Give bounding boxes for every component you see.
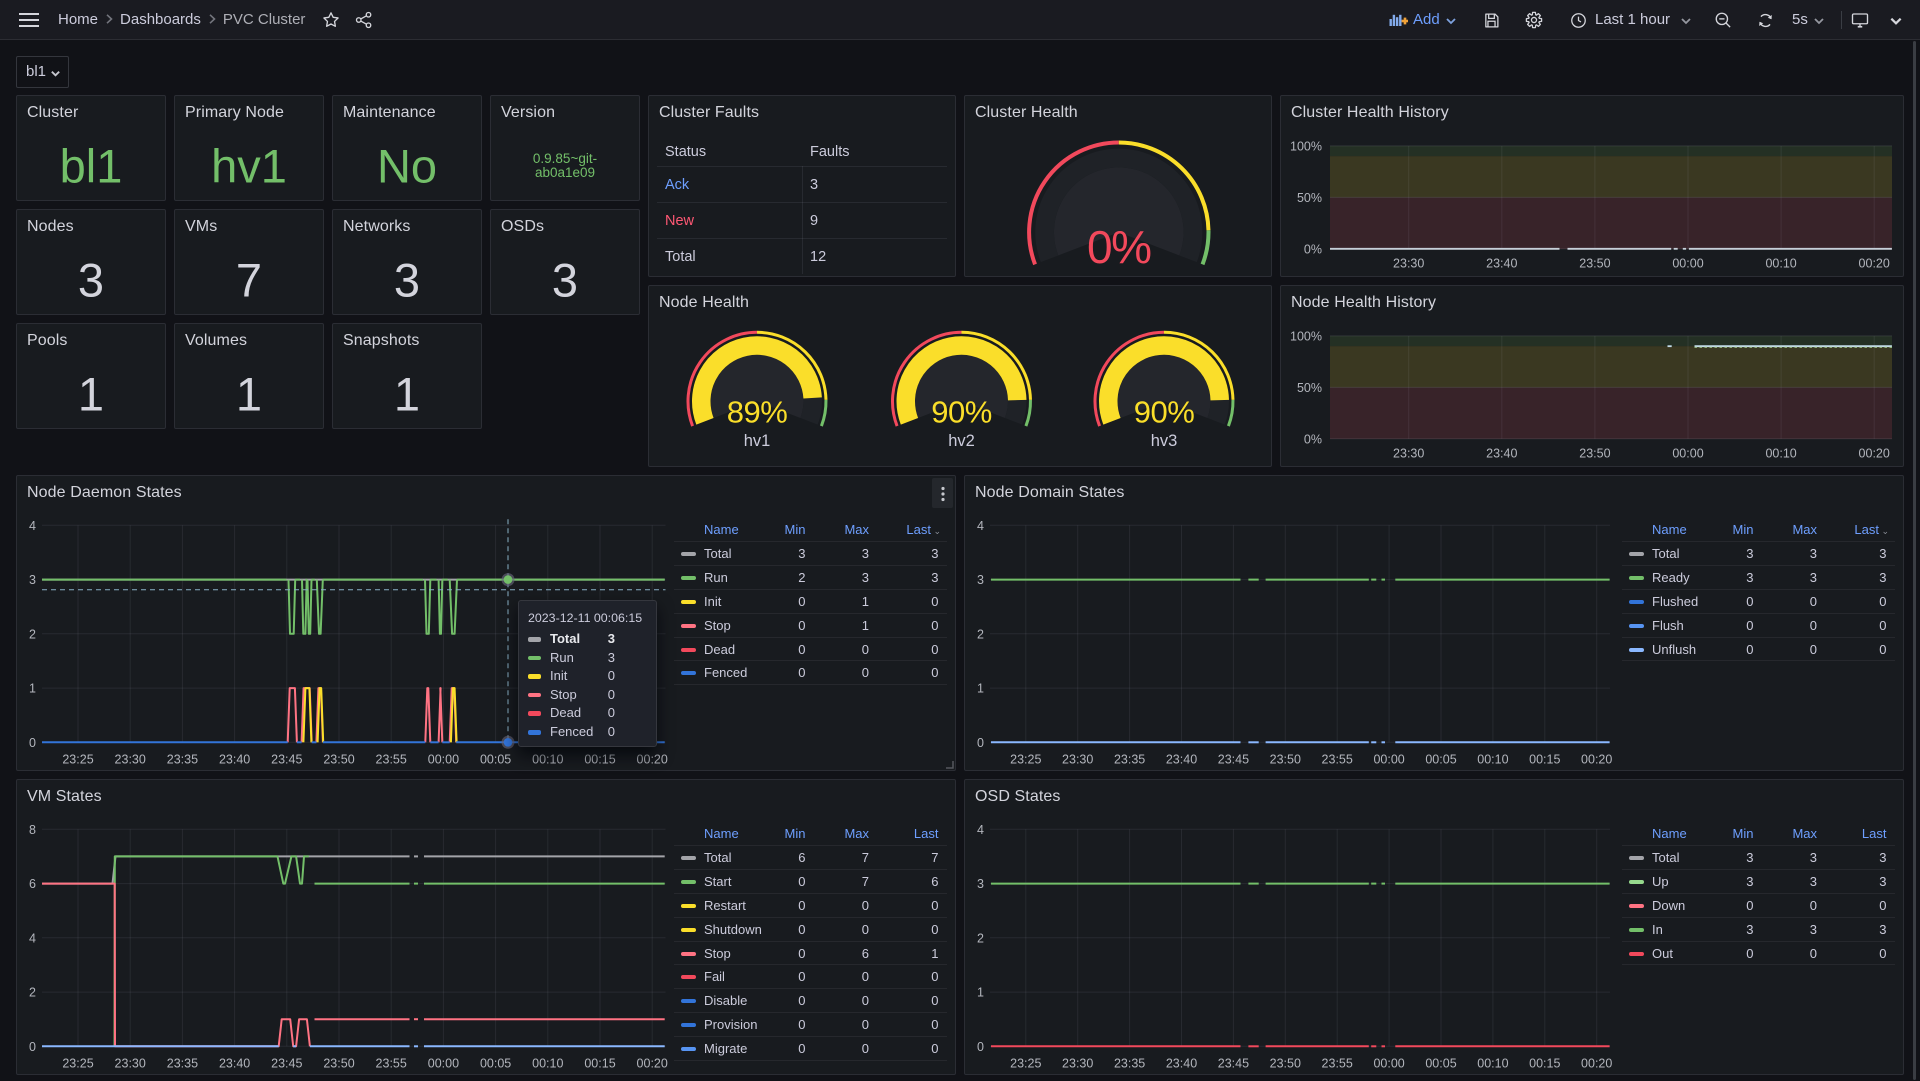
svg-text:23:45: 23:45 bbox=[271, 1057, 302, 1071]
svg-text:hv3: hv3 bbox=[1151, 432, 1178, 450]
svg-text:90%: 90% bbox=[1134, 394, 1195, 429]
svg-text:23:25: 23:25 bbox=[62, 753, 93, 767]
svg-text:00:00: 00:00 bbox=[1672, 257, 1703, 271]
svg-text:23:40: 23:40 bbox=[1486, 447, 1517, 461]
svg-text:00:05: 00:05 bbox=[480, 1057, 511, 1071]
svg-text:00:10: 00:10 bbox=[1477, 1057, 1508, 1071]
svg-text:23:50: 23:50 bbox=[1579, 257, 1610, 271]
svg-text:00:10: 00:10 bbox=[1477, 753, 1508, 767]
svg-text:2: 2 bbox=[29, 986, 36, 1000]
svg-text:23:30: 23:30 bbox=[115, 753, 146, 767]
svg-text:100%: 100% bbox=[1290, 139, 1322, 153]
svg-text:3: 3 bbox=[977, 877, 984, 891]
svg-text:23:30: 23:30 bbox=[115, 1057, 146, 1071]
svg-text:2: 2 bbox=[977, 931, 984, 945]
svg-text:50%: 50% bbox=[1297, 191, 1322, 205]
svg-text:0: 0 bbox=[29, 736, 36, 750]
svg-text:0%: 0% bbox=[1087, 221, 1151, 273]
svg-text:00:10: 00:10 bbox=[532, 753, 563, 767]
svg-text:23:40: 23:40 bbox=[219, 1057, 250, 1071]
svg-text:23:25: 23:25 bbox=[1010, 753, 1041, 767]
svg-text:50%: 50% bbox=[1297, 381, 1322, 395]
svg-text:0: 0 bbox=[977, 736, 984, 750]
svg-text:3: 3 bbox=[29, 573, 36, 587]
svg-text:23:45: 23:45 bbox=[271, 753, 302, 767]
svg-text:100%: 100% bbox=[1290, 329, 1322, 343]
svg-text:00:20: 00:20 bbox=[1581, 753, 1612, 767]
svg-text:0%: 0% bbox=[1304, 432, 1322, 446]
svg-text:00:00: 00:00 bbox=[1373, 753, 1404, 767]
svg-text:90%: 90% bbox=[931, 394, 992, 429]
svg-text:00:00: 00:00 bbox=[428, 1057, 459, 1071]
svg-text:00:20: 00:20 bbox=[1859, 257, 1890, 271]
svg-text:4: 4 bbox=[977, 823, 984, 837]
svg-text:00:20: 00:20 bbox=[1581, 1057, 1612, 1071]
svg-text:23:55: 23:55 bbox=[1322, 753, 1353, 767]
svg-text:23:25: 23:25 bbox=[1010, 1057, 1041, 1071]
svg-text:00:00: 00:00 bbox=[1373, 1057, 1404, 1071]
svg-text:00:15: 00:15 bbox=[584, 753, 615, 767]
svg-text:23:55: 23:55 bbox=[376, 1057, 407, 1071]
svg-text:23:40: 23:40 bbox=[1166, 753, 1197, 767]
svg-text:0%: 0% bbox=[1304, 242, 1322, 256]
svg-text:23:45: 23:45 bbox=[1218, 753, 1249, 767]
svg-text:4: 4 bbox=[977, 519, 984, 533]
svg-text:23:30: 23:30 bbox=[1062, 753, 1093, 767]
svg-text:23:50: 23:50 bbox=[1579, 447, 1610, 461]
svg-text:23:40: 23:40 bbox=[219, 753, 250, 767]
svg-text:23:25: 23:25 bbox=[62, 1057, 93, 1071]
svg-text:23:35: 23:35 bbox=[167, 753, 198, 767]
svg-text:23:30: 23:30 bbox=[1393, 447, 1424, 461]
svg-text:00:10: 00:10 bbox=[1765, 447, 1796, 461]
svg-text:00:20: 00:20 bbox=[637, 1057, 668, 1071]
svg-text:23:35: 23:35 bbox=[1114, 1057, 1145, 1071]
svg-text:23:55: 23:55 bbox=[376, 753, 407, 767]
svg-text:00:20: 00:20 bbox=[1859, 447, 1890, 461]
svg-text:4: 4 bbox=[29, 519, 36, 533]
svg-text:23:45: 23:45 bbox=[1218, 1057, 1249, 1071]
svg-text:23:30: 23:30 bbox=[1393, 257, 1424, 271]
svg-text:23:35: 23:35 bbox=[1114, 753, 1145, 767]
svg-text:23:30: 23:30 bbox=[1062, 1057, 1093, 1071]
svg-text:3: 3 bbox=[977, 573, 984, 587]
svg-text:1: 1 bbox=[977, 682, 984, 696]
svg-text:23:50: 23:50 bbox=[1270, 1057, 1301, 1071]
svg-text:hv1: hv1 bbox=[744, 432, 771, 450]
svg-text:00:10: 00:10 bbox=[1765, 257, 1796, 271]
svg-text:00:00: 00:00 bbox=[428, 753, 459, 767]
svg-text:00:05: 00:05 bbox=[1425, 753, 1456, 767]
svg-text:00:10: 00:10 bbox=[532, 1057, 563, 1071]
svg-text:4: 4 bbox=[29, 931, 36, 945]
svg-text:00:05: 00:05 bbox=[1425, 1057, 1456, 1071]
svg-text:2: 2 bbox=[977, 627, 984, 641]
svg-text:6: 6 bbox=[29, 877, 36, 891]
svg-text:23:35: 23:35 bbox=[167, 1057, 198, 1071]
svg-text:8: 8 bbox=[29, 823, 36, 837]
svg-text:00:15: 00:15 bbox=[584, 1057, 615, 1071]
svg-text:00:20: 00:20 bbox=[637, 753, 668, 767]
svg-text:00:05: 00:05 bbox=[480, 753, 511, 767]
svg-text:00:15: 00:15 bbox=[1529, 753, 1560, 767]
svg-text:0: 0 bbox=[977, 1040, 984, 1054]
svg-text:23:55: 23:55 bbox=[1322, 1057, 1353, 1071]
svg-text:1: 1 bbox=[977, 986, 984, 1000]
svg-text:hv2: hv2 bbox=[948, 432, 975, 450]
svg-text:23:50: 23:50 bbox=[323, 1057, 354, 1071]
svg-text:0: 0 bbox=[29, 1040, 36, 1054]
svg-text:23:40: 23:40 bbox=[1166, 1057, 1197, 1071]
svg-text:23:40: 23:40 bbox=[1486, 257, 1517, 271]
svg-text:2: 2 bbox=[29, 627, 36, 641]
svg-text:89%: 89% bbox=[727, 394, 788, 429]
svg-text:23:50: 23:50 bbox=[323, 753, 354, 767]
svg-text:00:00: 00:00 bbox=[1672, 447, 1703, 461]
svg-text:1: 1 bbox=[29, 682, 36, 696]
svg-text:00:15: 00:15 bbox=[1529, 1057, 1560, 1071]
svg-text:23:50: 23:50 bbox=[1270, 753, 1301, 767]
